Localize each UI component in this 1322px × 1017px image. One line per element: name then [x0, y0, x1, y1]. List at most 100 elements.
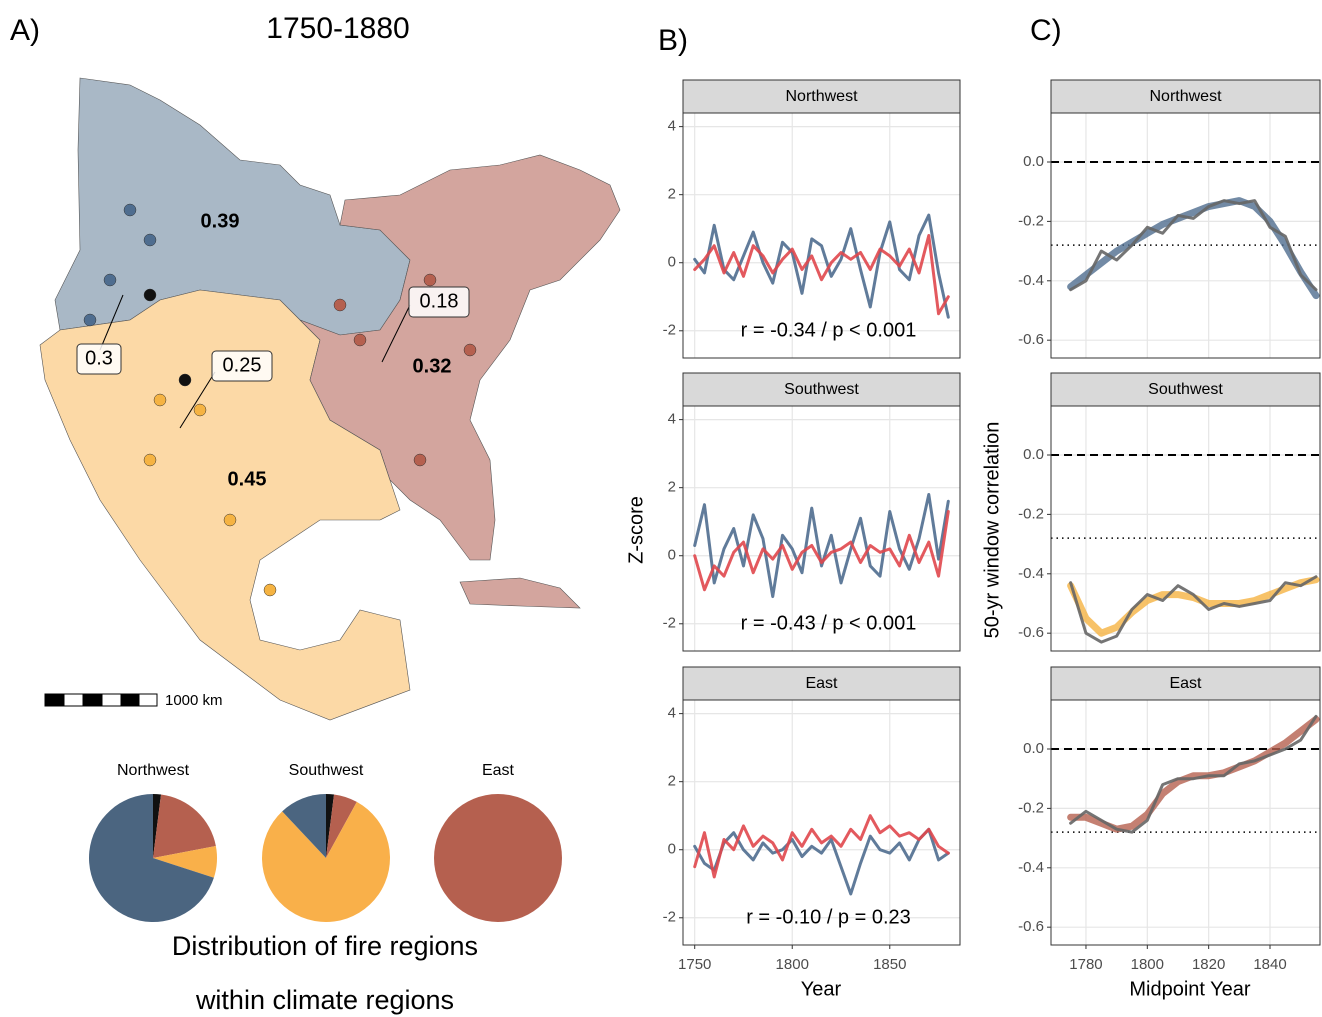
- hex: [103, 273, 117, 287]
- panel-label: B): [658, 24, 688, 57]
- y-tick-label: 4: [668, 705, 676, 722]
- y-tick-label: 0.0: [1023, 446, 1044, 463]
- y-tick-label: 2: [668, 186, 676, 203]
- scale-label: 1000 km: [165, 692, 223, 709]
- y-tick-label: 0: [668, 841, 676, 858]
- plot-area: [683, 406, 960, 651]
- annotation: r = -0.34 / p < 0.001: [741, 319, 917, 341]
- pie-caption: Distribution of fire regions: [172, 931, 478, 961]
- panel-label: C): [1030, 14, 1062, 47]
- series-line: [693, 509, 950, 592]
- plot-border: [1050, 112, 1321, 359]
- x-axis-title: Year: [801, 978, 842, 1000]
- facet-title: East: [1169, 675, 1202, 692]
- y-tick-label: 0: [668, 254, 676, 271]
- facet-strip: [1050, 79, 1321, 114]
- region-value: 0.45: [228, 468, 267, 490]
- hex: [193, 403, 207, 417]
- hex: [413, 453, 427, 467]
- facet-strip: [1050, 666, 1321, 701]
- map-region-east: [299, 154, 621, 561]
- annotation: r = -0.43 / p < 0.001: [741, 612, 917, 634]
- x-tick-label: 1820: [1192, 956, 1225, 973]
- y-tick-label: -0.4: [1018, 565, 1044, 582]
- pie-caption: within climate regions: [195, 985, 454, 1015]
- callouts: 0.3 0.25 0.18: [76, 286, 470, 429]
- callout-box: [408, 286, 470, 318]
- y-tick-label: -0.2: [1018, 212, 1044, 229]
- y-tick-label: 0: [668, 547, 676, 564]
- hex: [263, 583, 277, 597]
- callout-box: [211, 350, 273, 382]
- y-tick-label: 0.0: [1023, 740, 1044, 757]
- hex: [143, 233, 157, 247]
- y-tick-label: -0.4: [1018, 859, 1044, 876]
- plot-area: [1051, 406, 1320, 651]
- y-tick-label: -0.6: [1018, 331, 1044, 348]
- series-line: [693, 492, 950, 599]
- y-tick-label: -2: [663, 909, 676, 926]
- y-axis-title: Z-score: [625, 496, 647, 564]
- plot-border: [1050, 699, 1321, 946]
- y-tick-label: -0.6: [1018, 918, 1044, 935]
- plot-border: [682, 112, 961, 359]
- pie-slice: [89, 794, 214, 922]
- y-tick-label: -0.6: [1018, 624, 1044, 641]
- pie-slice: [262, 801, 391, 923]
- pie-title: Northwest: [117, 762, 190, 779]
- hex: [143, 288, 157, 302]
- x-tick-label: 1850: [873, 956, 906, 973]
- x-tick-label: 1780: [1069, 956, 1102, 973]
- series-line: [693, 814, 950, 879]
- x-axis-title: Midpoint Year: [1129, 978, 1251, 1000]
- hex: [223, 513, 237, 527]
- x-tick-label: 1800: [1131, 956, 1164, 973]
- pie-slice: [282, 794, 326, 858]
- y-axis-title: 50-yr window correlation: [981, 422, 1003, 639]
- hex: [123, 203, 137, 217]
- plot-border: [1050, 405, 1321, 652]
- series-line: [1069, 575, 1318, 644]
- hex: [178, 373, 192, 387]
- y-tick-label: 0.0: [1023, 153, 1044, 170]
- pie-slice: [153, 794, 162, 858]
- callout-label: 0.25: [223, 354, 262, 376]
- series-line: [1069, 199, 1318, 292]
- pie-title: Southwest: [289, 762, 364, 779]
- hex: [83, 313, 97, 327]
- hex: [463, 343, 477, 357]
- callout-line: [381, 304, 411, 363]
- x-tick-label: 1750: [678, 956, 711, 973]
- pie-slice: [434, 794, 562, 922]
- facet-title: Northwest: [785, 88, 858, 105]
- facet-title: Southwest: [784, 381, 859, 398]
- callout-label: 0.3: [85, 347, 113, 369]
- scale-segment: [101, 693, 122, 707]
- hex: [423, 273, 437, 287]
- x-tick-label: 1800: [776, 956, 809, 973]
- series-line: [1069, 714, 1318, 834]
- series-line: [693, 234, 950, 316]
- map-title: 1750-1880: [266, 12, 409, 45]
- y-tick-label: 2: [668, 773, 676, 790]
- callout-line: [179, 371, 216, 429]
- map-caribbean: [459, 577, 581, 609]
- y-tick-label: -2: [663, 322, 676, 339]
- hex: [333, 298, 347, 312]
- facet-title: Northwest: [1149, 88, 1222, 105]
- scale-segment: [138, 693, 158, 707]
- y-tick-label: -2: [663, 615, 676, 632]
- plot-border: [682, 405, 961, 652]
- pie-slice: [326, 794, 357, 858]
- map-region-southwest: [39, 289, 411, 721]
- callout-label: 0.18: [420, 290, 459, 312]
- panel-label: A): [10, 14, 40, 47]
- map-hexes: [83, 203, 477, 597]
- pie-slice: [153, 846, 217, 878]
- y-tick-label: -0.2: [1018, 799, 1044, 816]
- series-line: [693, 213, 950, 319]
- facet-strip: [682, 372, 961, 407]
- y-tick-label: -0.4: [1018, 272, 1044, 289]
- pie-slice: [153, 794, 216, 858]
